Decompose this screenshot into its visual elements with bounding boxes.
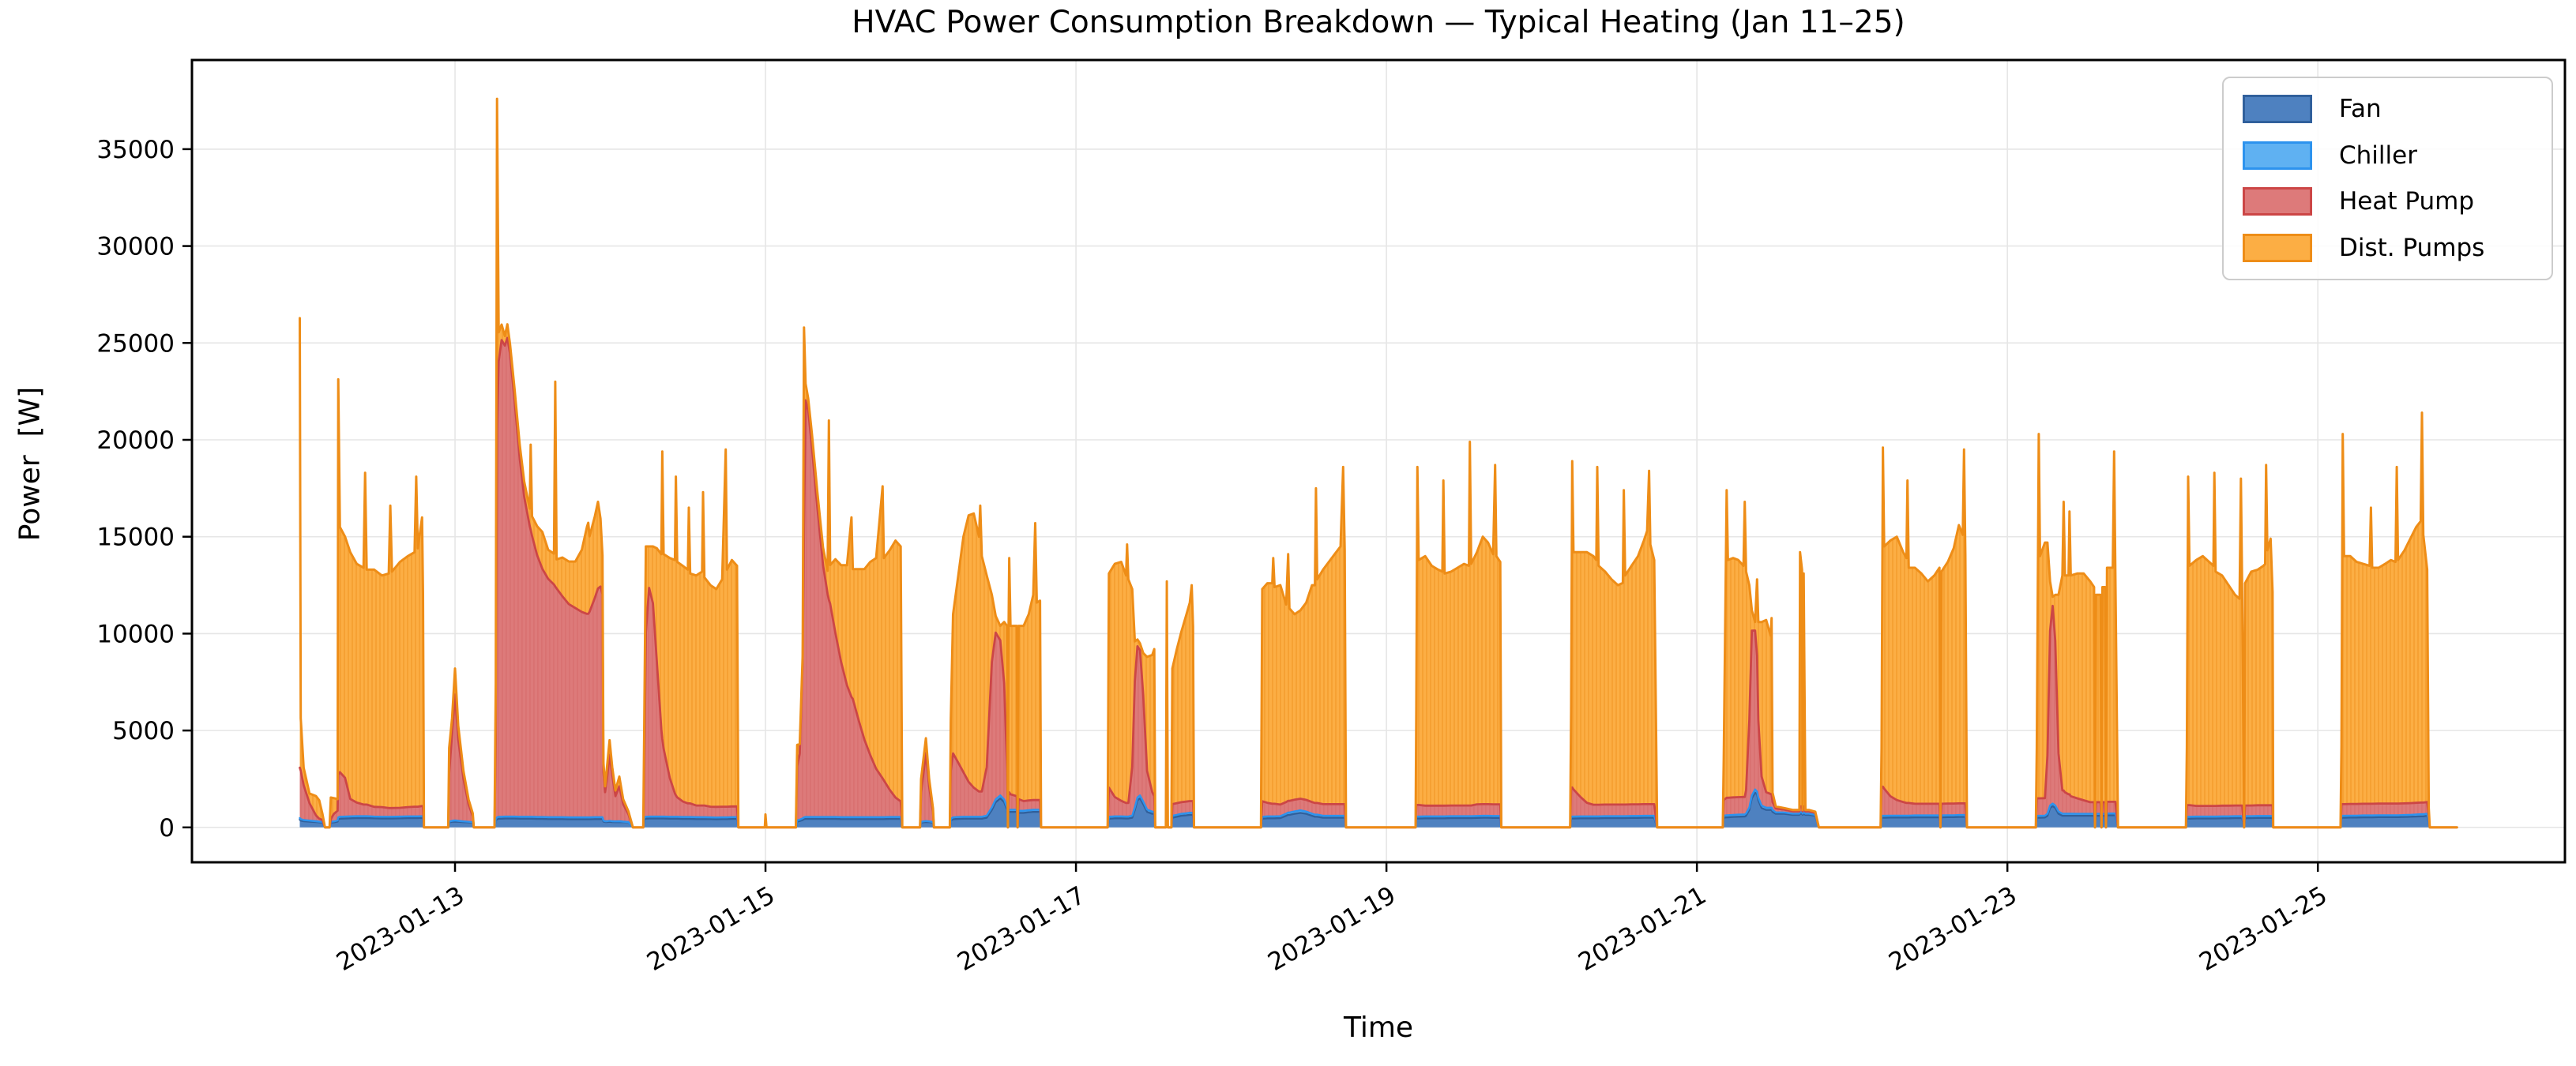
area-fan xyxy=(299,792,2458,828)
legend-label-dist-pumps: Dist. Pumps xyxy=(2339,233,2485,262)
x-tick-label: 2023-01-21 xyxy=(1574,881,1711,977)
legend-label-heat-pump: Heat Pump xyxy=(2339,187,2475,216)
legend-item-dist-pumps: Dist. Pumps xyxy=(2243,227,2552,268)
x-tick-label: 2023-01-15 xyxy=(642,881,780,977)
edge-heat-pump xyxy=(299,336,2458,829)
y-tick-label: 35000 xyxy=(96,136,175,164)
legend-item-chiller: Chiller xyxy=(2243,135,2552,176)
y-tick-label: 30000 xyxy=(96,233,175,261)
legend-label-chiller: Chiller xyxy=(2339,141,2417,170)
x-tick-label: 2023-01-23 xyxy=(1884,881,2021,977)
legend-item-fan: Fan xyxy=(2243,88,2552,129)
y-tick-label: 20000 xyxy=(96,426,175,455)
legend-item-heat-pump: Heat Pump xyxy=(2243,181,2552,222)
y-tick-label: 25000 xyxy=(96,329,175,358)
x-axis-label: Time xyxy=(1343,1012,1414,1044)
x-tick-label: 2023-01-25 xyxy=(2194,881,2332,977)
legend: Fan Chiller Heat Pump Dist. Pumps xyxy=(2222,77,2553,280)
x-tick-label: 2023-01-17 xyxy=(953,881,1090,977)
chart-title: HVAC Power Consumption Breakdown — Typic… xyxy=(852,5,1905,40)
y-tick-label: 5000 xyxy=(112,717,175,745)
legend-swatch-fan xyxy=(2243,95,2312,124)
legend-swatch-dist-pumps xyxy=(2243,233,2312,262)
legend-swatch-heat-pump xyxy=(2243,187,2312,216)
edge-fan xyxy=(299,791,2458,828)
area-heat-pump xyxy=(299,337,2458,828)
edge-chiller xyxy=(299,788,2458,828)
plot-border xyxy=(190,58,2567,864)
area-heat-pump-texture xyxy=(299,337,2458,828)
y-tick-label: 0 xyxy=(159,814,175,843)
legend-label-fan: Fan xyxy=(2339,95,2382,124)
x-tick-label: 2023-01-19 xyxy=(1263,881,1401,977)
y-tick-label: 15000 xyxy=(96,524,175,552)
edge-dist-pumps xyxy=(299,97,2458,829)
area-dist-pumps xyxy=(299,99,2458,828)
area-dist-pumps-texture xyxy=(299,99,2458,828)
legend-swatch-chiller xyxy=(2243,141,2312,170)
x-tick-label: 2023-01-13 xyxy=(332,881,469,977)
y-axis-label: Power [W] xyxy=(13,386,47,542)
y-tick-label: 10000 xyxy=(96,620,175,648)
